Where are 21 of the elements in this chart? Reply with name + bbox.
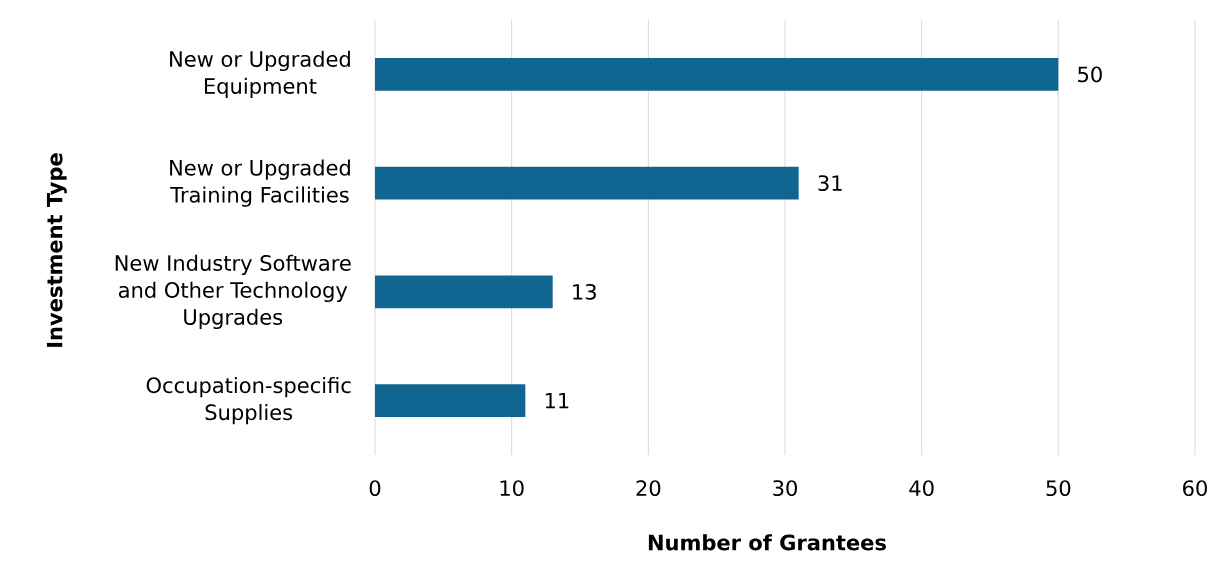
x-tick-label: 60 <box>1183 480 1207 497</box>
data-label: 11 <box>545 392 569 409</box>
bar <box>375 384 526 417</box>
data-label: 13 <box>573 283 596 300</box>
y-tick-label: New Industry Software and Other Technology Upgrades <box>115 254 351 330</box>
data-label: 31 <box>818 175 842 192</box>
y-tick-label: New or Upgraded Equipment <box>170 50 350 99</box>
x-tick-label: 10 <box>500 480 524 497</box>
x-tick-label: 50 <box>1046 480 1071 497</box>
y-tick-label: New or Upgraded Training Facilities <box>170 159 350 207</box>
x-tick-label: 40 <box>909 480 934 497</box>
x-axis-title: Number of Grantees <box>648 534 886 551</box>
bar <box>375 275 553 309</box>
y-tick-label: Occupation-specific Supplies <box>146 376 351 425</box>
x-tick-label: 0 <box>369 480 381 497</box>
x-tick-label: 30 <box>773 480 797 497</box>
x-tick-label: 20 <box>636 480 661 497</box>
bar <box>375 58 1059 91</box>
y-axis-title: Investment Type <box>46 153 67 347</box>
bar <box>375 166 799 200</box>
data-label: 50 <box>1078 66 1102 83</box>
